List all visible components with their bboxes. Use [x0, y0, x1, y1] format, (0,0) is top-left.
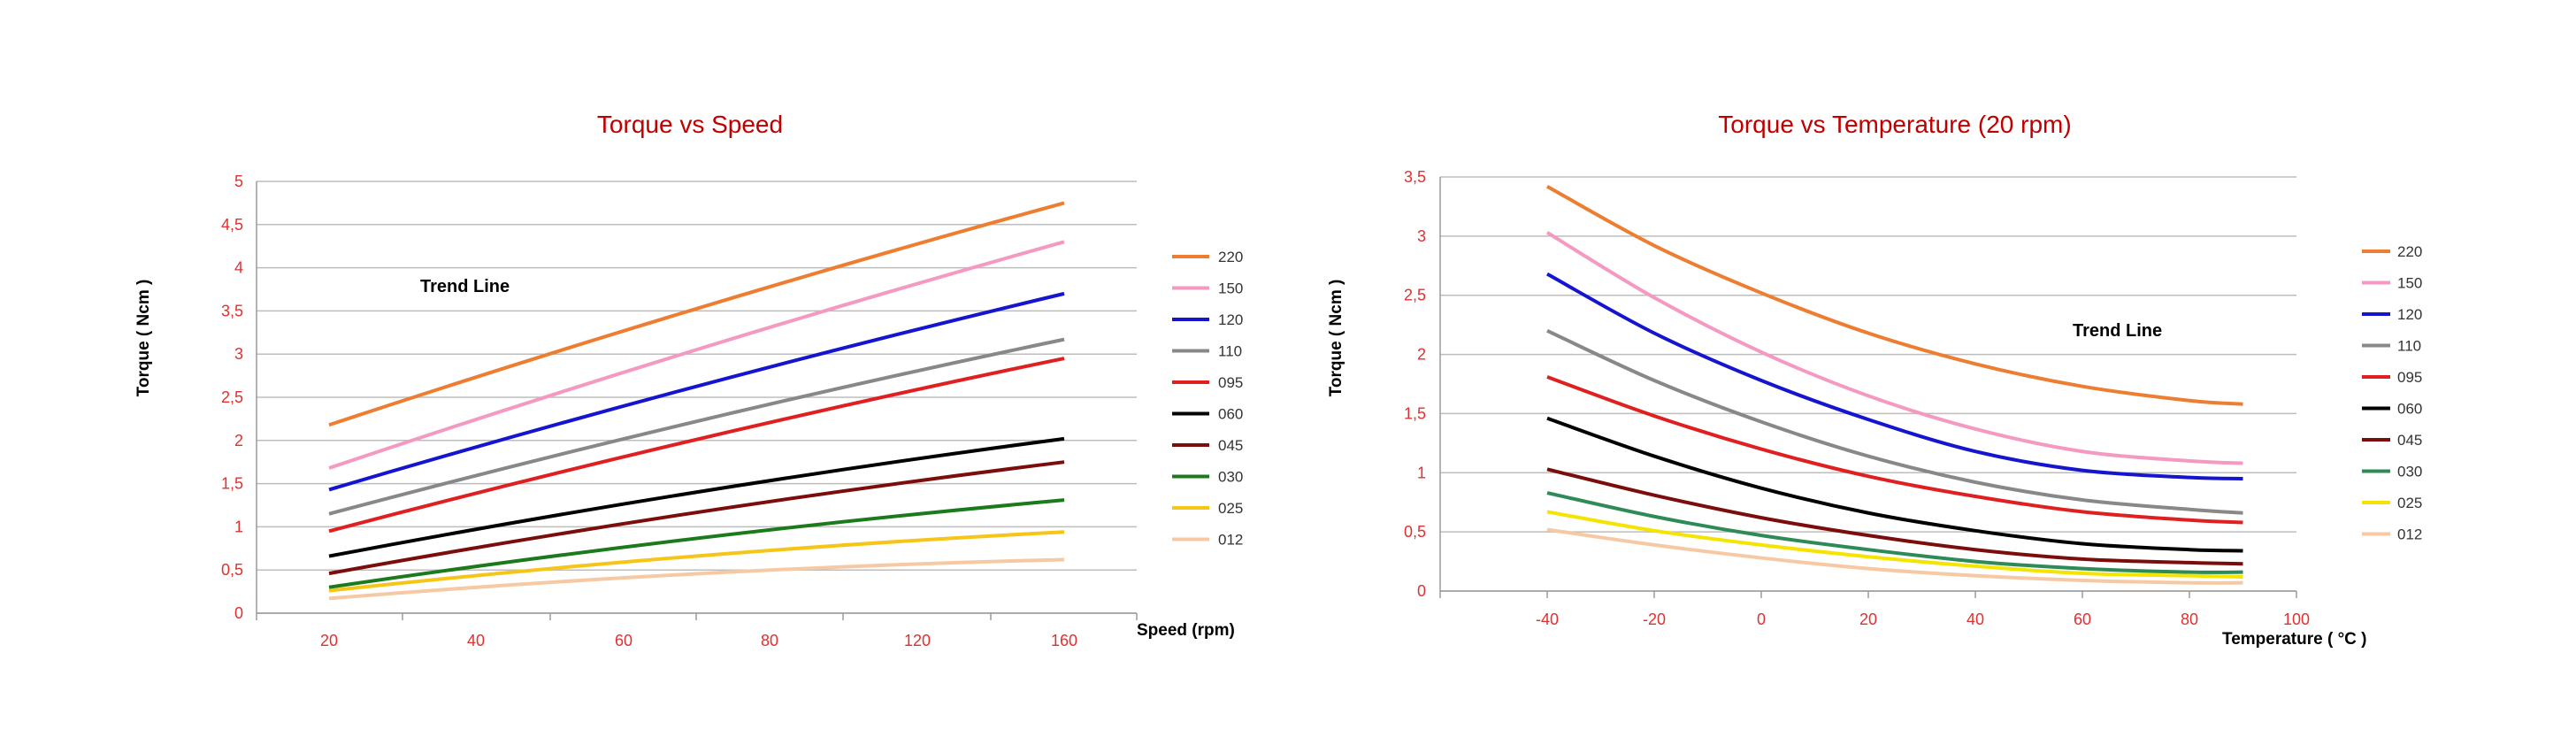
x-tick-label: 80	[2181, 611, 2198, 628]
legend-label-095: 095	[1218, 374, 1243, 391]
y-tick-label: 2,5	[1404, 287, 1426, 304]
series-lines	[328, 201, 1065, 601]
series-line-030	[328, 498, 1065, 589]
x-tick-label: 20	[320, 632, 338, 649]
series-line-060	[328, 436, 1065, 558]
y-tick-label: 3,5	[221, 302, 243, 319]
series-line-220	[1546, 184, 2243, 406]
series-lines	[1545, 184, 2243, 585]
legend-label-060: 060	[1218, 406, 1243, 423]
legend-label-060: 060	[2397, 401, 2422, 418]
legend-label-030: 030	[1218, 469, 1243, 486]
y-tick-label: 3	[1417, 227, 1426, 245]
series-line-045	[328, 460, 1065, 576]
x-tick-label: 100	[2283, 611, 2310, 628]
series-line-220	[328, 201, 1065, 427]
y-tick-label: 0,5	[221, 561, 243, 579]
legend-label-150: 150	[2397, 275, 2422, 292]
y-tick-label: 4	[234, 259, 243, 277]
series-line-110	[1546, 329, 2243, 515]
legend-label-120: 120	[1218, 311, 1243, 328]
y-tick-label: 1	[1417, 464, 1426, 481]
legend-label-030: 030	[2397, 464, 2422, 480]
x-tick-label: 120	[904, 632, 931, 649]
series-line-012	[328, 557, 1065, 601]
legend-label-220: 220	[1218, 249, 1243, 265]
y-tick-label: 3,5	[1404, 168, 1426, 186]
trend-line-annotation: Trend Line	[420, 277, 510, 296]
x-axis-label: Speed (rpm)	[1137, 621, 1235, 640]
x-tick-label: 40	[1966, 611, 1984, 628]
y-tick-label: 2,5	[221, 388, 243, 406]
y-tick-label: 0,5	[1404, 523, 1426, 541]
series-line-045	[1546, 467, 2243, 566]
y-tick-label: 4,5	[221, 216, 243, 234]
legend-label-220: 220	[2397, 243, 2422, 260]
series-line-150	[328, 240, 1065, 470]
chart-title: Torque vs Speed	[597, 111, 783, 138]
tick-labels: 0 0,5 1 1,5 2 2,5 3 3,5 -40 -20 0 20 40 60 80 100	[1404, 168, 2310, 628]
series-line-120	[328, 291, 1065, 492]
series-line-025	[328, 530, 1065, 593]
y-tick-label: 2	[234, 432, 243, 449]
x-tick-label: 40	[467, 632, 485, 649]
x-tick-label: 80	[761, 632, 778, 649]
y-axis-label: Torque ( Ncm )	[1327, 280, 1346, 397]
legend-label-045: 045	[1218, 437, 1243, 454]
torque-vs-speed-chart: Torque vs Speed Torque ( Ncm ) Speed (rp…	[134, 111, 1243, 649]
y-tick-label: 0	[1417, 582, 1426, 600]
y-tick-label: 3	[234, 345, 243, 363]
series-line-095	[328, 357, 1065, 534]
torque-vs-temperature-chart: Torque vs Temperature (20 rpm) Torque ( …	[1327, 111, 2422, 649]
legend: 220 150 120 110 095 060 045 030 025 012	[1172, 249, 1243, 549]
legend-label-045: 045	[2397, 432, 2422, 449]
y-tick-label: 1,5	[1404, 404, 1426, 422]
series-line-060	[1546, 416, 2243, 553]
legend-label-025: 025	[2397, 495, 2422, 511]
legend-label-150: 150	[1218, 280, 1243, 297]
legend-label-095: 095	[2397, 369, 2422, 386]
x-tick-label: 0	[1757, 611, 1766, 628]
y-tick-label: 1,5	[221, 475, 243, 493]
y-tick-label: 1	[234, 518, 243, 535]
series-line-025	[1546, 510, 2243, 579]
y-tick-label: 2	[1417, 346, 1426, 364]
legend-label-110: 110	[1218, 343, 1242, 360]
series-line-150	[1545, 231, 2243, 465]
legend-label-025: 025	[1218, 500, 1243, 517]
series-line-095	[1546, 375, 2243, 525]
x-tick-label: 20	[1859, 611, 1877, 628]
y-axis-label: Torque ( Ncm )	[134, 280, 153, 397]
series-line-120	[1546, 272, 2243, 480]
series-line-030	[1546, 491, 2243, 574]
legend: 220 150 120 110 095 060 045 030 025 012	[2362, 243, 2422, 543]
tick-labels: 0 0,5 1 1,5 2 2,5 3 3,5 4 4,5 5 20 40 60 80 120 160	[221, 173, 1077, 649]
x-tick-label: -40	[1536, 611, 1559, 628]
series-line-012	[1546, 527, 2243, 585]
legend-label-110: 110	[2397, 338, 2421, 355]
x-tick-label: 60	[2074, 611, 2091, 628]
x-axis-label: Temperature ( °C )	[2222, 630, 2367, 649]
legend-label-012: 012	[1218, 532, 1243, 549]
x-tick-label: 60	[615, 632, 632, 649]
legend-label-012: 012	[2397, 526, 2422, 543]
x-tick-label: 160	[1051, 632, 1077, 649]
y-tick-label: 5	[234, 173, 243, 190]
chart-title: Torque vs Temperature (20 rpm)	[1718, 111, 2071, 138]
series-line-110	[328, 337, 1065, 516]
y-tick-label: 0	[234, 604, 243, 622]
legend-label-120: 120	[2397, 306, 2422, 323]
x-tick-label: -20	[1643, 611, 1666, 628]
trend-line-annotation: Trend Line	[2073, 321, 2162, 341]
